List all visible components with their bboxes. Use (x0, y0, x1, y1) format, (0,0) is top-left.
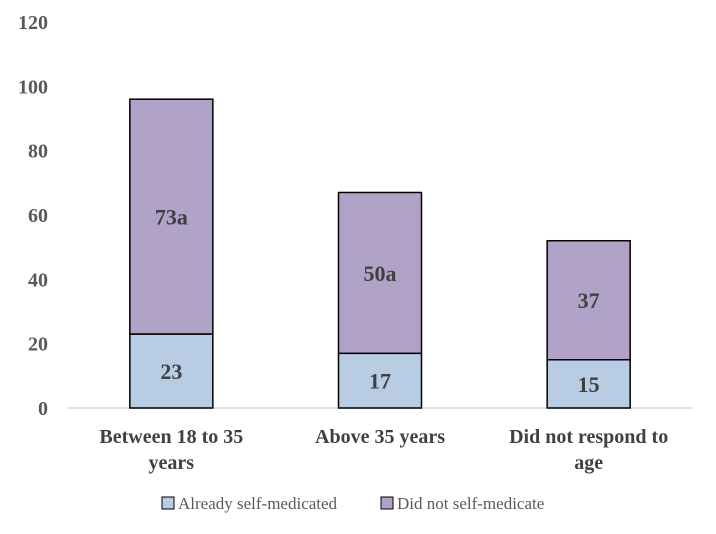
legend: Already self-medicated Did not self-medic… (161, 494, 544, 513)
data-label: 37 (578, 288, 600, 313)
bar-segment-2 (129, 98, 214, 335)
y-tick-label: 60 (28, 205, 48, 227)
bar-segment-2 (337, 191, 423, 355)
category-label: Above 35 years (315, 426, 445, 448)
legend-label: Already self-medicated (178, 494, 338, 513)
y-tick-label: 120 (18, 12, 48, 34)
data-label: 23 (160, 359, 182, 384)
bar-segment-1 (129, 333, 214, 409)
y-tick-label: 100 (18, 76, 48, 98)
data-label: 15 (578, 372, 600, 397)
category-labels: Between 18 to 35 years Above 35 years Did n… (99, 426, 668, 474)
y-axis-ticks: 0 20 40 60 80 100 120 (18, 12, 48, 420)
category-label-line: years (149, 452, 195, 474)
category-label-line: Did not respond to (509, 426, 668, 448)
category-label-line: age (574, 452, 603, 474)
category-label-line: Between 18 to 35 (99, 426, 243, 448)
data-label: 50a (364, 261, 397, 286)
bars: 23 73a 17 50a 15 37 (129, 98, 631, 409)
y-tick-label: 0 (38, 398, 48, 420)
y-tick-label: 40 (28, 269, 48, 291)
bar-segment-2 (546, 239, 631, 361)
legend-swatch (380, 496, 394, 510)
bar-segment-1 (546, 359, 631, 409)
category-label: Did not respond to age (509, 426, 668, 474)
category-label: Between 18 to 35 years (99, 426, 243, 474)
data-label: 73a (155, 205, 188, 230)
legend-swatch (161, 496, 175, 510)
data-label: 17 (369, 369, 391, 394)
legend-label: Did not self-medicate (397, 494, 544, 513)
y-tick-label: 80 (28, 141, 48, 163)
y-tick-label: 20 (28, 334, 48, 356)
category-label-line: Above 35 years (315, 426, 445, 448)
